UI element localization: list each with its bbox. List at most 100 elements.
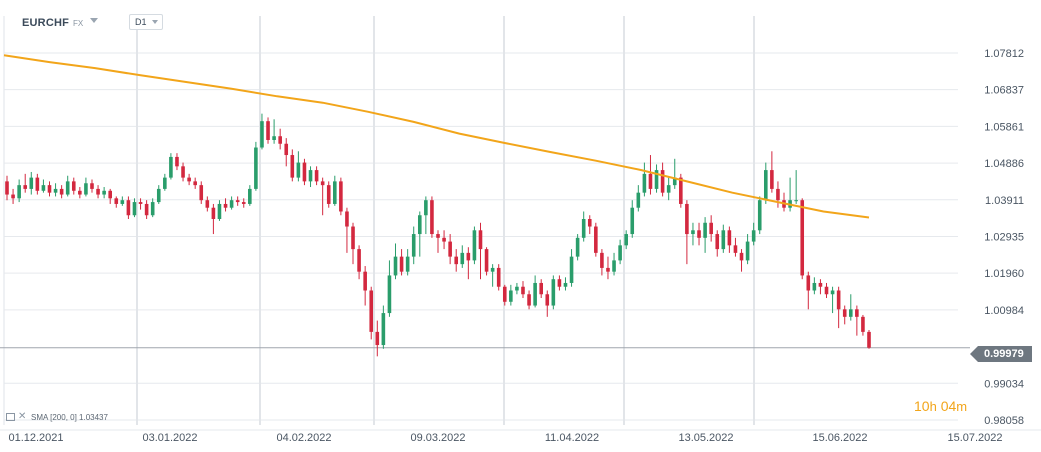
price-tag-shape	[970, 346, 1032, 362]
candle-body	[581, 219, 586, 238]
price-axis: 1.07812 1.06837 1.05861 1.04886 1.03911 1.029…	[984, 48, 1024, 427]
candle-body	[120, 200, 125, 204]
candle	[472, 226, 477, 265]
y-tick-label: 1.03911	[985, 195, 1024, 207]
candle-body	[666, 185, 671, 193]
candle-body	[630, 207, 635, 235]
candle-body	[333, 181, 337, 204]
y-tick-label: 1.02935	[984, 232, 1024, 244]
candle	[812, 277, 817, 295]
y-tick-label: 0.98058	[984, 415, 1024, 427]
candle	[96, 185, 100, 199]
candle	[430, 196, 434, 238]
candle-body	[739, 252, 744, 261]
candle	[709, 215, 713, 242]
candle-body	[509, 290, 513, 302]
candle-body	[102, 190, 106, 195]
candle	[308, 166, 313, 188]
candle	[47, 181, 52, 197]
x-tick-label: 01.12.2021	[8, 432, 63, 444]
candle	[666, 177, 671, 201]
x-tick-label: 04.02.2022	[276, 432, 331, 444]
sma-line	[3, 54, 870, 219]
candle	[5, 175, 9, 201]
candle-body	[290, 155, 295, 178]
candle	[193, 177, 197, 189]
candle-body	[17, 185, 21, 199]
candle	[836, 286, 841, 329]
candle	[78, 187, 82, 199]
candle	[411, 226, 416, 265]
candle	[369, 286, 374, 340]
candle-body	[314, 170, 319, 182]
candle	[314, 166, 319, 186]
candle	[733, 237, 738, 257]
candle-body	[557, 279, 562, 287]
candle-body	[41, 185, 46, 191]
candle	[345, 207, 349, 253]
candle-body	[830, 290, 835, 295]
candle-body	[108, 190, 112, 199]
candle	[211, 203, 216, 235]
countdown-minutes: 04	[940, 398, 957, 414]
candle	[770, 151, 774, 193]
candle	[739, 249, 744, 272]
candle	[229, 196, 234, 210]
candle	[587, 215, 592, 235]
candle	[448, 234, 452, 265]
candle	[478, 222, 483, 280]
candle-body	[53, 188, 58, 193]
y-tick-label: 0.99034	[984, 378, 1024, 390]
candle-body	[223, 203, 228, 208]
candle-body	[612, 260, 616, 272]
candle-body	[339, 181, 343, 212]
candle-body	[65, 181, 70, 195]
candle-body	[114, 198, 119, 204]
candle	[672, 158, 677, 189]
candle-body	[715, 234, 720, 250]
symbol-dropdown-icon[interactable]	[90, 18, 98, 23]
timeframe-select[interactable]: D1	[129, 14, 163, 30]
candle	[375, 320, 380, 357]
indicator-settings-icon[interactable]	[6, 413, 15, 421]
candle	[23, 173, 28, 193]
candle-body	[211, 207, 216, 220]
y-tick-label: 1.05861	[984, 121, 1024, 133]
candle	[108, 188, 112, 204]
candle	[788, 177, 792, 212]
candle-body	[181, 166, 185, 178]
x-tick-label: 13.05.2022	[678, 432, 733, 444]
candle-body	[721, 230, 726, 250]
candle	[776, 181, 780, 208]
candle-body	[272, 136, 276, 140]
candle-body	[454, 256, 459, 265]
candle-body	[654, 170, 659, 189]
candle	[764, 162, 768, 204]
candle-body	[806, 275, 811, 291]
candle	[691, 222, 695, 246]
candle	[217, 200, 222, 221]
symbol-label[interactable]: EURCHF	[22, 17, 70, 29]
candle	[502, 284, 507, 306]
candle	[685, 200, 689, 265]
candle	[521, 281, 525, 299]
candle	[545, 290, 550, 317]
countdown-hours: 10	[914, 398, 930, 414]
candle-body	[387, 275, 392, 314]
candle-body	[691, 230, 695, 235]
candle	[351, 222, 355, 265]
candle-body	[618, 245, 622, 261]
candle-body	[59, 188, 64, 195]
candle-body	[351, 226, 355, 250]
close-icon[interactable]: ✕	[18, 411, 27, 422]
candle	[150, 198, 155, 218]
candle	[326, 181, 331, 208]
candle-body	[248, 188, 252, 204]
candle-body	[235, 200, 240, 203]
candle-body	[551, 279, 556, 306]
countdown-hours-unit: h	[929, 399, 937, 414]
candle-body	[266, 121, 270, 140]
candle	[333, 175, 337, 206]
candle	[642, 162, 647, 197]
